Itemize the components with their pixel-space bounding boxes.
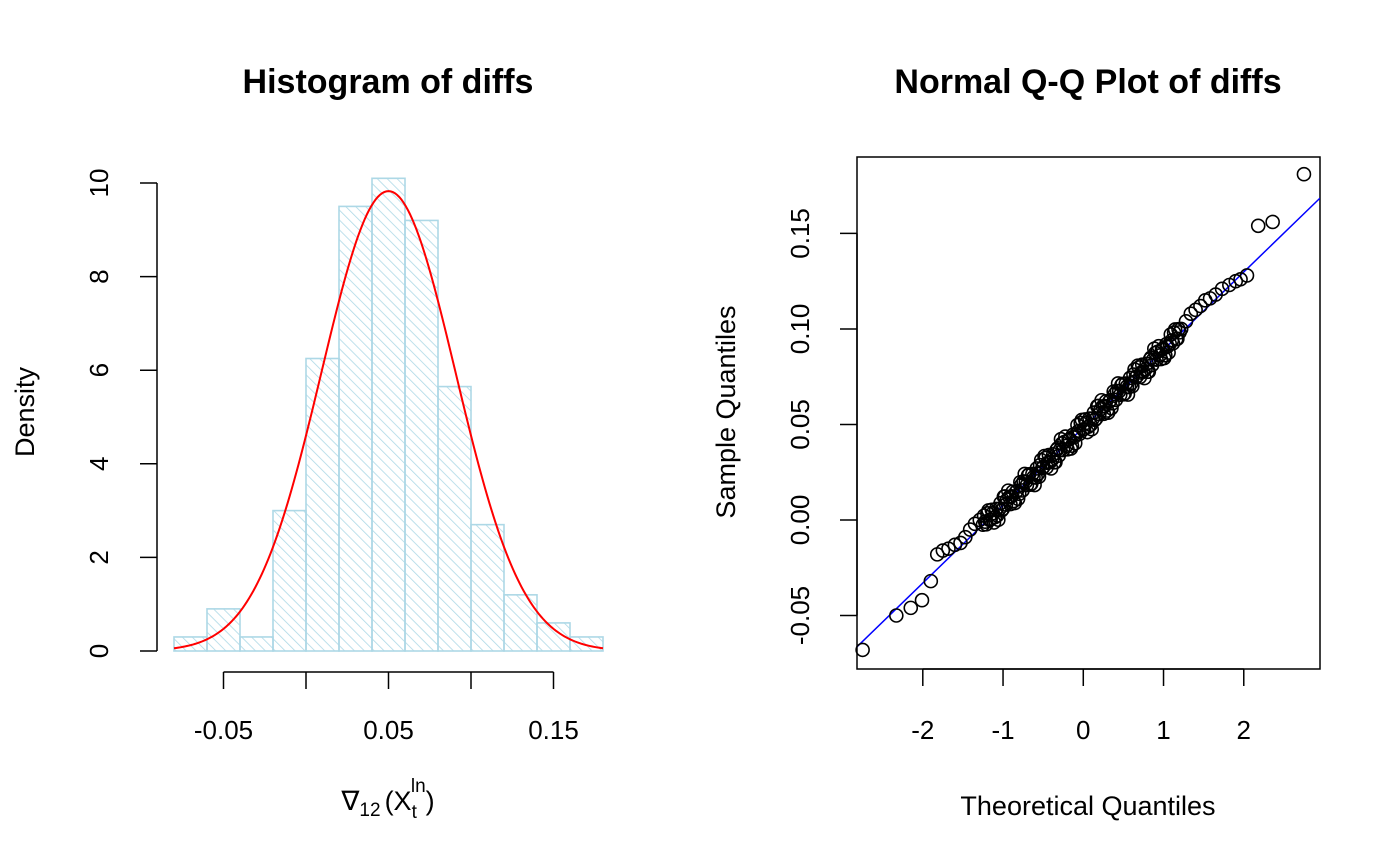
lag-subscript: 12 xyxy=(359,800,380,821)
t-subscript: t xyxy=(412,802,418,823)
qq-point xyxy=(1170,331,1185,347)
histogram-y-tick-label: 0 xyxy=(84,644,114,658)
close-paren: ) xyxy=(426,786,435,816)
qq-plot-panel: Normal Q-Q Plot of diffs -2 -1 0 1 2 -0.05 0.… xyxy=(711,63,1321,821)
qq-point xyxy=(914,592,930,608)
qq-point xyxy=(1183,306,1199,321)
ln-superscript: ln xyxy=(411,776,426,797)
histogram-y-tick-label: 8 xyxy=(84,269,114,283)
histogram-bar xyxy=(569,636,604,652)
histogram-x-tick-label: 0.15 xyxy=(528,715,579,745)
qq-point xyxy=(1125,378,1140,394)
histogram-bar xyxy=(305,357,340,652)
qq-x-axis: -2 -1 0 1 2 xyxy=(911,668,1251,745)
qq-point xyxy=(889,608,904,623)
histogram-x-label: ∇12 (Xt ln) xyxy=(340,776,434,823)
qq-point xyxy=(1296,166,1312,182)
qq-y-tick-label: 0.05 xyxy=(785,399,815,450)
qq-point xyxy=(855,642,870,658)
histogram-bar xyxy=(437,385,472,652)
histogram-y-tick-label: 4 xyxy=(84,457,114,471)
qq-point xyxy=(1080,424,1095,440)
qq-points xyxy=(855,166,1312,658)
histogram-bar xyxy=(206,608,241,652)
qq-y-tick-label: 0.10 xyxy=(785,304,815,355)
histogram-y-tick-label: 6 xyxy=(84,363,114,377)
qq-y-tick-label: 0.00 xyxy=(785,495,815,546)
nabla-symbol: ∇ xyxy=(340,786,360,816)
qq-point xyxy=(903,600,919,616)
qq-x-tick-label: 0 xyxy=(1076,715,1090,745)
qq-point xyxy=(1250,218,1266,234)
histogram-bar xyxy=(239,636,274,652)
qq-point xyxy=(1011,486,1027,502)
qq-point xyxy=(1178,313,1194,329)
histogram-x-axis: -0.05 0.05 0.15 xyxy=(194,671,579,745)
qq-x-tick-label: 1 xyxy=(1156,715,1170,745)
qq-point xyxy=(958,529,973,545)
normal-density-curve xyxy=(173,190,604,650)
histogram-x-tick-label: 0.05 xyxy=(363,715,414,745)
histogram-bar xyxy=(404,219,439,652)
qq-y-label: Sample Quantiles xyxy=(711,305,741,518)
qq-y-axis: -0.05 0.00 0.05 0.10 0.15 xyxy=(785,208,858,645)
histogram-bar xyxy=(371,177,406,652)
qq-x-tick-label: 2 xyxy=(1237,715,1251,745)
histogram-bar xyxy=(338,205,373,652)
qq-point xyxy=(1214,281,1230,297)
qq-x-tick-label: -1 xyxy=(991,715,1014,745)
qq-point xyxy=(1165,336,1181,351)
qq-point xyxy=(923,573,939,589)
histogram-y-axis: 0 2 4 6 8 10 xyxy=(84,169,158,658)
qq-point xyxy=(1173,321,1189,337)
qq-x-tick-label: -2 xyxy=(911,715,934,745)
qq-plot-title: Normal Q-Q Plot of diffs xyxy=(894,63,1281,101)
qq-point xyxy=(1265,214,1280,230)
qq-point xyxy=(1027,477,1042,493)
histogram-title: Histogram of diffs xyxy=(243,63,534,101)
qq-x-label: Theoretical Quantiles xyxy=(960,791,1215,821)
qq-point xyxy=(1093,401,1108,417)
qq-point xyxy=(967,516,983,532)
qq-point xyxy=(1010,491,1026,507)
qq-point xyxy=(1188,302,1203,318)
histogram-bar xyxy=(173,636,208,652)
histogram-bars xyxy=(173,177,604,652)
histogram-bar xyxy=(470,523,505,652)
histogram-panel: Histogram of diffs -0.05 0.05 0.15 0 2 4 6 8 10… xyxy=(10,63,604,823)
histogram-y-tick-label: 10 xyxy=(84,169,114,198)
qq-y-tick-label: 0.15 xyxy=(785,208,815,259)
open-paren: (X xyxy=(385,786,412,816)
qq-point xyxy=(999,492,1015,507)
histogram-y-tick-label: 2 xyxy=(84,550,114,564)
qq-point xyxy=(1031,469,1047,485)
histogram-y-label: Density xyxy=(10,366,40,457)
qq-y-tick-label: -0.05 xyxy=(785,586,815,645)
histogram-x-tick-label: -0.05 xyxy=(194,715,253,745)
qq-point xyxy=(1239,268,1255,283)
qq-point xyxy=(972,512,988,528)
